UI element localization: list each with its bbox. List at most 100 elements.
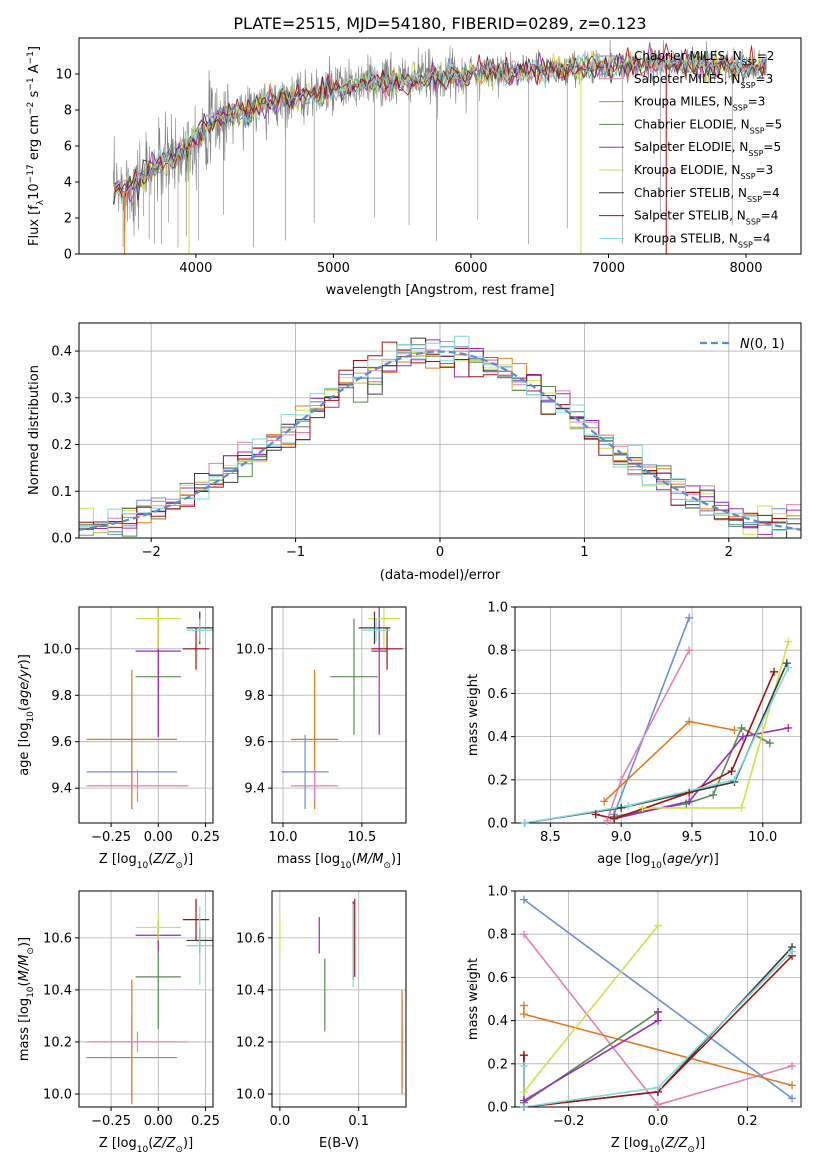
y-tick-label: 8 xyxy=(64,104,72,119)
data-point xyxy=(654,921,662,930)
series-salpeter-elodie xyxy=(613,727,789,820)
legend-name: Salpeter STELIB, N xyxy=(634,209,746,223)
y-tick-label: 0.0 xyxy=(487,817,508,832)
label-part: −1 xyxy=(26,51,36,64)
data-point xyxy=(519,1087,528,1096)
axes-frame xyxy=(78,606,214,824)
data-point xyxy=(737,723,746,732)
legend-nssp: =3 xyxy=(756,163,774,177)
x-axis-label: age [log10(age/yr)] xyxy=(597,852,719,871)
data-point xyxy=(730,726,739,735)
legend-subscript: SSP xyxy=(750,126,765,135)
data-point xyxy=(709,790,718,799)
legend-label: Chabrier STELIB, NSSP=4 xyxy=(634,186,780,204)
y-axis-label: mass weight xyxy=(466,958,481,1040)
y-tick-label: 9.8 xyxy=(244,689,265,704)
x-axis-label: wavelength [Angstrom, rest frame] xyxy=(326,283,555,298)
x-tick-label: 9.0 xyxy=(611,830,632,845)
legend-label: Kroupa STELIB, NSSP=4 xyxy=(634,231,771,249)
label-part: λ xyxy=(36,199,46,205)
data-point xyxy=(610,814,619,823)
legend-nssp: =4 xyxy=(753,231,771,245)
y-tick-label: 9.6 xyxy=(244,735,265,750)
label-part: 10 xyxy=(26,986,36,998)
x-tick-label: 0.00 xyxy=(144,830,173,845)
x-tick-label: 8.5 xyxy=(540,830,561,845)
y-tick-label: 6 xyxy=(64,140,72,155)
label-part: ⊙ xyxy=(175,1145,183,1155)
plot-area xyxy=(112,39,767,254)
series-kroupa-stelib xyxy=(524,667,790,823)
x-tick-label: 2 xyxy=(725,545,733,560)
legend-subscript: SSP xyxy=(746,217,761,226)
series-model-salpeter-stelib xyxy=(113,43,766,199)
label-part: 10 xyxy=(650,861,662,871)
label-part: 10 xyxy=(340,861,352,871)
x-tick-label: −0.25 xyxy=(91,1114,131,1129)
series-kroupa-stelib xyxy=(523,950,793,1107)
y-tick-label: 0.2 xyxy=(487,773,508,788)
legend-subscript: SSP xyxy=(738,240,753,249)
label-part: mass [log xyxy=(17,998,32,1061)
chart-spectrum: 4000 5000 6000 7000 8000 0 2 4 6 8 10 Chabrier MILE… xyxy=(26,37,802,298)
axes-frame xyxy=(78,890,214,1108)
label-part: )] xyxy=(695,1136,705,1151)
legend-subscript: SSP xyxy=(741,80,756,89)
label-part: −2 xyxy=(26,102,36,115)
data-point xyxy=(738,732,747,741)
x-axis-label: Z [log10(Z/Z⊙)] xyxy=(611,1136,705,1155)
label-part: Z/Z xyxy=(664,1136,688,1151)
y-tick-label: 1.0 xyxy=(487,601,508,616)
data-point xyxy=(737,803,746,812)
y-tick-label: 0.8 xyxy=(487,644,508,659)
y-tick-label: 10.2 xyxy=(43,1035,72,1050)
data-point xyxy=(770,667,779,676)
y-tick-label: 10.4 xyxy=(43,983,72,998)
y-axis-label: mass weight xyxy=(466,674,481,756)
series-chabrier-miles xyxy=(613,617,690,815)
x-tick-label: 0.0 xyxy=(270,1114,291,1129)
axes-frame xyxy=(271,606,407,824)
data-point xyxy=(788,1061,797,1070)
x-tick-label: 8000 xyxy=(729,261,762,276)
y-tick-label: 10 xyxy=(55,68,72,83)
data-point xyxy=(730,775,739,784)
axes-frame xyxy=(78,37,802,255)
y-tick-label: 10.4 xyxy=(236,983,265,998)
series-salpeter-stelib xyxy=(595,671,775,820)
legend-name: Salpeter ELODIE, N xyxy=(634,140,748,154)
data-point xyxy=(654,1016,662,1025)
data-point xyxy=(654,1083,662,1092)
x-tick-label: 5000 xyxy=(317,261,350,276)
y-tick-label: 0.8 xyxy=(487,928,508,943)
data-point xyxy=(765,739,774,748)
data-point xyxy=(520,819,529,827)
label-part: mass [log xyxy=(277,852,340,867)
x-tick-label: −0.25 xyxy=(91,830,131,845)
y-tick-label: 0.2 xyxy=(487,1057,508,1072)
y-tick-label: 0.6 xyxy=(487,971,508,986)
series-observed-spectrum xyxy=(113,39,767,237)
label-part: age/yr xyxy=(17,663,32,706)
label-part: −1 xyxy=(26,77,36,90)
y-tick-label: 9.8 xyxy=(51,689,72,704)
data-point xyxy=(685,788,694,797)
chart-mass_vs_ebv: 0.0 0.1 10.0 10.2 10.4 10.6 E(B-V) xyxy=(236,890,407,1151)
label-part: ⊙ xyxy=(383,861,391,871)
data-point xyxy=(685,797,694,806)
label-part: ( xyxy=(17,706,32,711)
x-tick-label: 10.0 xyxy=(269,830,298,845)
legend-subscript: SSP xyxy=(747,194,762,203)
label-part: 10 xyxy=(649,1145,661,1155)
label-part: )] xyxy=(17,937,32,947)
data-point xyxy=(782,659,791,668)
legend-label: Kroupa ELODIE, NSSP=3 xyxy=(634,163,773,181)
y-tick-label: 10.6 xyxy=(236,931,265,946)
x-tick-label: 6000 xyxy=(454,261,487,276)
label-part: age/yr xyxy=(667,852,710,867)
x-tick-label: 0.0 xyxy=(648,1114,669,1129)
label-part: 10 xyxy=(137,861,149,871)
legend-nssp: =4 xyxy=(761,209,779,223)
y-tick-label: 10.0 xyxy=(43,642,72,657)
